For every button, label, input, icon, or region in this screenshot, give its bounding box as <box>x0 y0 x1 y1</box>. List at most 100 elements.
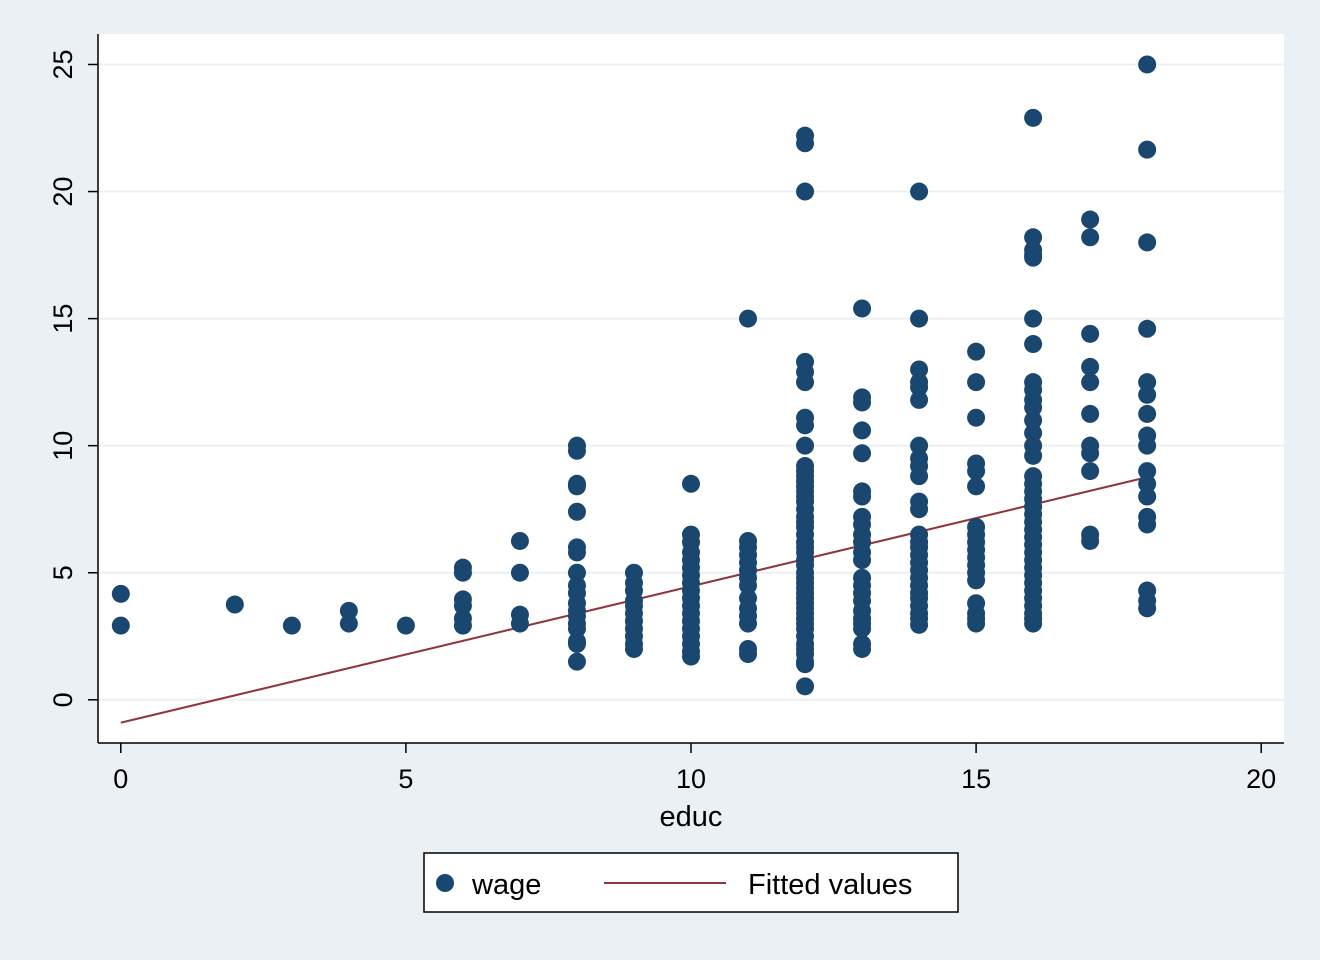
wage-point <box>1138 487 1157 506</box>
wage-point <box>111 616 130 635</box>
wage-point <box>739 614 758 633</box>
wage-point <box>739 645 758 664</box>
wage-point <box>739 576 758 595</box>
wage-point <box>1081 531 1100 550</box>
wage-point <box>453 616 472 635</box>
wage-point <box>225 595 244 614</box>
wage-point <box>1024 228 1043 247</box>
wage-point <box>567 502 586 521</box>
wage-point <box>853 619 872 638</box>
wage-point <box>453 596 472 615</box>
wage-point <box>910 309 929 328</box>
wage-point <box>1081 324 1100 343</box>
wage-point <box>510 531 529 550</box>
wage-point <box>910 378 929 397</box>
wage-point <box>1024 108 1043 127</box>
wage-point <box>567 652 586 671</box>
wage-point <box>1138 462 1157 481</box>
wage-point <box>1081 404 1100 423</box>
wage-point <box>853 487 872 506</box>
wage-point <box>1081 444 1100 463</box>
wage-point <box>853 299 872 318</box>
wage-point <box>1138 233 1157 252</box>
wage-point <box>567 563 586 582</box>
legend: wage Fitted values <box>423 852 959 913</box>
wage-point <box>853 444 872 463</box>
wage-point <box>682 647 700 666</box>
x-tick-label: 10 <box>676 764 706 794</box>
wage-point <box>510 563 529 582</box>
wage-point <box>853 551 872 570</box>
x-tick-label: 15 <box>961 764 991 794</box>
x-axis-ticks: 0 5 10 15 20 <box>113 743 1276 794</box>
wage-point <box>910 436 929 455</box>
y-tick-label: 0 <box>48 692 78 707</box>
wage-point <box>1024 248 1043 267</box>
wage-point <box>567 634 586 653</box>
wage-point <box>1024 614 1043 633</box>
wage-point <box>910 500 929 519</box>
wage-point <box>1024 309 1043 328</box>
wage-point <box>1138 385 1157 404</box>
wage-point <box>1138 599 1157 618</box>
wage-point <box>796 436 815 455</box>
wage-point <box>796 134 815 153</box>
wage-point <box>1024 335 1043 354</box>
wage-point <box>967 408 986 427</box>
wage-point <box>967 571 986 590</box>
wage-point <box>339 614 358 633</box>
wage-point <box>910 182 929 201</box>
wage-point <box>567 543 586 562</box>
wage-point <box>453 563 472 582</box>
wage-point <box>1081 210 1100 229</box>
legend-wage-label: wage <box>471 869 541 901</box>
wage-point <box>796 182 815 201</box>
wage-point <box>1024 411 1043 430</box>
wage-point <box>910 390 929 409</box>
wage-point <box>1024 398 1043 417</box>
wage-point <box>853 393 872 412</box>
y-tick-label: 20 <box>48 177 78 207</box>
y-tick-label: 10 <box>48 431 78 461</box>
x-tick-label: 0 <box>113 764 128 794</box>
wage-point <box>1138 436 1157 455</box>
wage-point <box>967 462 986 481</box>
wage-point <box>1138 515 1157 534</box>
wage-point <box>1138 55 1157 74</box>
wage-point <box>510 614 529 633</box>
wage-point <box>853 421 872 440</box>
wage-point <box>796 416 815 435</box>
wage-point <box>796 655 815 674</box>
wage-point <box>567 477 586 496</box>
wage-point <box>910 360 929 379</box>
y-tick-label: 5 <box>48 565 78 580</box>
wage-point <box>910 467 929 486</box>
wage-point <box>1081 357 1100 376</box>
wage-point <box>796 373 815 392</box>
wage-point <box>967 614 986 633</box>
wage-point <box>339 601 358 620</box>
wage-point <box>624 639 643 658</box>
wage-point <box>796 677 815 696</box>
y-tick-label: 15 <box>48 304 78 334</box>
wage-point <box>853 639 872 658</box>
wage-point <box>967 342 986 361</box>
wage-point <box>1138 373 1157 392</box>
x-tick-label: 20 <box>1246 764 1276 794</box>
scatter-points <box>111 55 1157 696</box>
y-axis-ticks: 0 5 10 15 20 25 <box>48 49 98 707</box>
y-tick-label: 25 <box>48 49 78 79</box>
wage-point <box>1081 373 1100 392</box>
wage-point <box>567 441 586 460</box>
wage-point <box>910 615 929 634</box>
wage-point <box>739 309 758 328</box>
wage-point <box>1138 474 1157 493</box>
wage-point <box>967 477 986 496</box>
wage-point <box>1138 140 1157 159</box>
wage-point <box>1081 462 1100 481</box>
wage-point <box>567 619 586 638</box>
wage-point <box>282 616 301 635</box>
wage-point <box>1138 319 1157 338</box>
wage-point <box>396 616 415 635</box>
